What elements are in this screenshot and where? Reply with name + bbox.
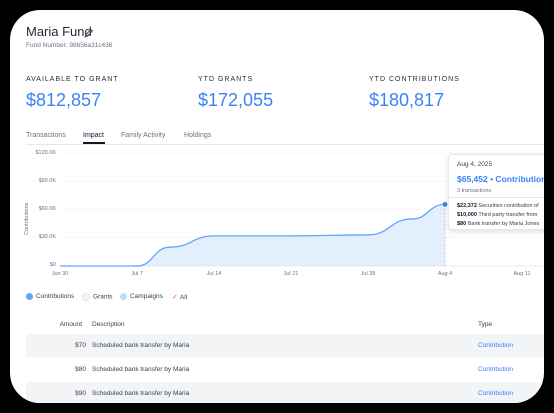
tab-transactions[interactable]: Transactions xyxy=(26,132,66,139)
row-type-link[interactable]: Contribution xyxy=(478,390,514,397)
tooltip-row: $10,000 Third party transfer from xyxy=(457,212,537,218)
x-tick-label: Jun 30 xyxy=(51,271,69,277)
tab-family-activity[interactable]: Family Activity xyxy=(121,132,166,139)
chart-tooltip: Aug 4, 2025 $65,452 • Contributions 3 tr… xyxy=(448,154,544,230)
row-description: Scheduled bank transfer by Maria xyxy=(92,366,190,373)
legend-campaigns[interactable]: Campaigns xyxy=(120,293,163,300)
table-row[interactable]: $70 Scheduled bank transfer by Maria Con… xyxy=(26,334,544,357)
x-tick-label: Aug 11 xyxy=(513,271,531,277)
legend-swatch xyxy=(26,293,33,300)
y-tick-label: $90.0K xyxy=(38,178,56,184)
x-tick-label: Jul 7 xyxy=(131,271,143,277)
table-header-type: Type xyxy=(478,321,493,328)
row-type-link[interactable]: Contribution xyxy=(478,342,514,349)
tooltip-row-amount: $22,372 xyxy=(457,203,477,209)
row-type-link[interactable]: Contribution xyxy=(478,366,514,373)
row-description: Scheduled bank transfer by Maria xyxy=(92,390,190,397)
tooltip-divider xyxy=(449,197,544,198)
legend-label: Contributions xyxy=(36,293,75,301)
table-row[interactable]: $80 Scheduled bank transfer by Maria Con… xyxy=(26,358,544,381)
legend-swatch xyxy=(82,293,90,301)
ytd-contributions-value: $180,817 xyxy=(369,90,445,110)
available-to-grant-value: $812,857 xyxy=(26,90,102,110)
legend-label: Grants xyxy=(93,293,113,301)
hover-point xyxy=(442,201,448,207)
table-row[interactable]: $90 Scheduled bank transfer by Maria Con… xyxy=(26,382,544,403)
row-amount: $70 xyxy=(75,342,86,349)
table-header-description: Description xyxy=(92,321,125,328)
contributions-area xyxy=(60,204,445,266)
tooltip-row-amount: $80 xyxy=(457,221,467,227)
fund-number: Fund Number: 98b56a31c436 xyxy=(26,42,113,49)
ytd-grants-value: $172,055 xyxy=(198,90,274,110)
ytd-grants-label: YTD GRANTS xyxy=(198,76,254,83)
row-amount: $90 xyxy=(75,390,86,397)
x-tick-label: Aug 4 xyxy=(437,271,453,277)
checkmark-icon: ✓ xyxy=(172,294,178,301)
legend-contributions[interactable]: Contributions xyxy=(26,293,74,300)
legend-label: Campaigns xyxy=(130,293,163,301)
legend-grants[interactable]: Grants xyxy=(82,293,113,301)
tooltip-row-desc: Third party transfer from xyxy=(478,212,538,218)
x-tick-label: Jul 28 xyxy=(360,271,376,277)
y-tick-label: $60.0K xyxy=(38,206,56,212)
tooltip-date: Aug 4, 2025 xyxy=(457,161,493,168)
tooltip-count: 3 transactions xyxy=(457,188,492,194)
legend-label: All xyxy=(179,294,188,301)
tooltip-row-amount: $10,000 xyxy=(457,212,477,218)
table-header-amount: Amount xyxy=(59,321,82,328)
tooltip-row: $80 Bank transfer by Maria Jones xyxy=(457,221,539,227)
impact-chart xyxy=(59,152,544,267)
tooltip-total: $65,452 • Contributions xyxy=(457,174,544,184)
legend-all[interactable]: ✓ All xyxy=(172,293,187,301)
tooltip-row: $22,372 Securities contribution of xyxy=(457,203,539,209)
x-tick-label: Jul 21 xyxy=(283,271,299,277)
row-amount: $80 xyxy=(75,366,86,373)
contributions-line xyxy=(59,203,446,267)
tab-divider xyxy=(26,144,544,145)
tooltip-row-desc: Bank transfer by Maria Jones xyxy=(467,221,540,227)
pencil-icon[interactable] xyxy=(84,28,94,38)
available-to-grant-label: AVAILABLE TO GRANT xyxy=(26,76,119,83)
x-tick-label: Jul 14 xyxy=(206,271,222,277)
tooltip-row-desc: Securities contribution of xyxy=(478,203,539,209)
app-window: Maria Fund Fund Number: 98b56a31c436 AVA… xyxy=(10,10,544,403)
y-tick-label: $0 xyxy=(49,262,56,268)
tab-impact[interactable]: Impact xyxy=(83,132,105,139)
legend-swatch xyxy=(120,293,127,300)
row-description: Scheduled bank transfer by Maria xyxy=(92,342,190,349)
fund-title: Maria Fund xyxy=(26,24,92,39)
y-tick-label: $120.0K xyxy=(35,150,57,156)
y-tick-label: $30.0K xyxy=(38,234,56,240)
active-tab-indicator xyxy=(83,142,105,144)
ytd-contributions-label: YTD CONTRIBUTIONS xyxy=(369,76,460,83)
tab-holdings[interactable]: Holdings xyxy=(184,132,212,139)
